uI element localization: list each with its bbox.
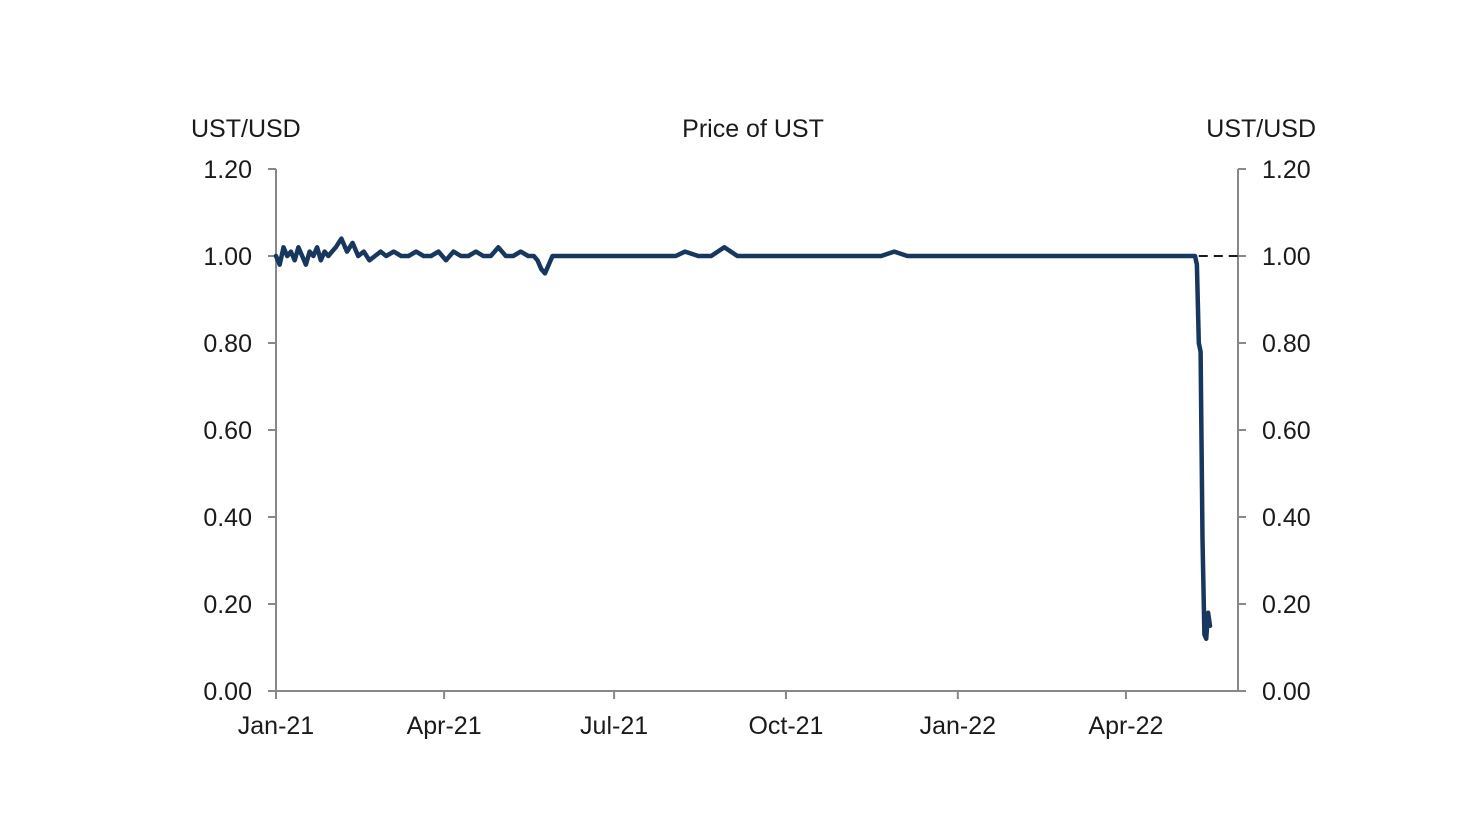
x-tick-label: Jan-21: [238, 712, 314, 740]
x-tick-label: Jan-22: [920, 712, 996, 740]
left-y-tick-label: 1.00: [203, 243, 252, 271]
x-tick-label: Jul-21: [580, 712, 648, 740]
right-y-tick-label: 1.20: [1262, 156, 1311, 184]
chart-title: Price of UST: [682, 115, 824, 143]
x-tick-label: Oct-21: [748, 712, 823, 740]
left-axis-unit: UST/USD: [191, 115, 301, 143]
x-tick-label: Apr-21: [407, 712, 482, 740]
left-y-tick-label: 0.80: [203, 330, 252, 358]
right-y-ticks: 0.00 0.20 0.40 0.60 0.80 1.00 1.20: [1238, 156, 1311, 706]
left-y-tick-label: 0.00: [203, 678, 252, 706]
right-axis-unit: UST/USD: [1206, 115, 1316, 143]
right-y-tick-label: 0.40: [1262, 504, 1311, 532]
left-y-tick-label: 0.40: [203, 504, 252, 532]
x-tick-label: Apr-22: [1088, 712, 1163, 740]
left-y-ticks: 0.00 0.20 0.40 0.60 0.80 1.00 1.20: [203, 156, 276, 706]
left-y-tick-label: 1.20: [203, 156, 252, 184]
left-y-tick-label: 0.20: [203, 591, 252, 619]
right-y-tick-label: 0.00: [1262, 678, 1311, 706]
ust-price-series-line: [273, 236, 1213, 642]
right-y-tick-label: 0.80: [1262, 330, 1311, 358]
left-y-tick-label: 0.60: [203, 417, 252, 445]
x-ticks: Jan-21 Apr-21 Jul-21 Oct-21 Jan-22 Apr-22: [238, 691, 1163, 740]
right-y-tick-label: 0.60: [1262, 417, 1311, 445]
right-y-tick-label: 1.00: [1262, 243, 1311, 271]
right-y-tick-label: 0.20: [1262, 591, 1311, 619]
